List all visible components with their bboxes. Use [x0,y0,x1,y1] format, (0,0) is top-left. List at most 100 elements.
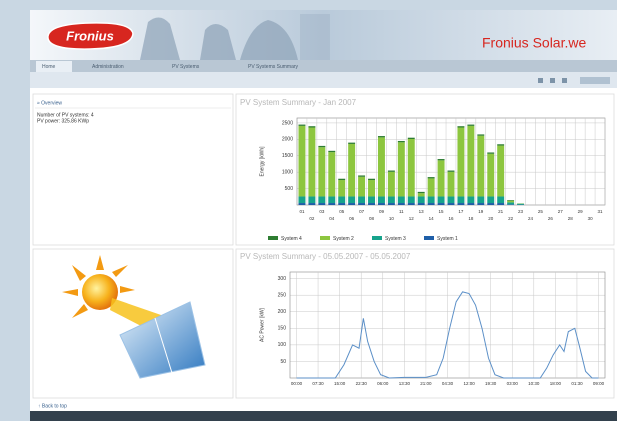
x-tick-label: 19 [478,209,484,214]
x-tick-label: 20 [488,216,494,221]
x-tick-label: 03 [319,209,325,214]
x-tick-label: 07 [359,209,365,214]
bar-segment [378,196,385,203]
bar-segment [338,180,345,196]
x-tick-label: 29 [578,209,584,214]
x-tick-label: 06 [349,216,355,221]
x-tick-label: 26 [548,216,554,221]
bar-segment [507,202,514,204]
bar-segment [507,204,514,205]
bar-segment [418,196,425,203]
y-axis-label: AC Power [kW] [259,307,265,342]
bar-segment [487,152,494,153]
bar-segment [358,196,365,203]
bar-segment [368,203,375,205]
bar-segment [328,151,335,152]
bar-segment [428,178,435,196]
y-tick-label: 1000 [282,169,293,175]
bar-segment [457,126,464,127]
x-tick-label: 10 [389,216,395,221]
x-tick-label: 14 [429,216,435,221]
bar-segment [358,177,365,197]
bar-segment [398,142,405,196]
bar-segment [428,203,435,205]
bar-segment [358,203,365,205]
legend-swatch [424,236,434,240]
bar-segment [487,196,494,203]
x-tick-label: 25 [538,209,544,214]
bar-segment [418,193,425,196]
logo[interactable]: Fronius [66,28,114,43]
bar-segment [467,126,474,197]
x-tick-label: 03:00 [507,381,519,386]
bar-segment [338,179,345,180]
y-tick-label: 250 [278,293,287,299]
bar-segment [448,171,455,172]
bar-segment [298,203,305,205]
nav-tab[interactable]: PV Systems [172,64,200,70]
x-tick-label: 08 [369,216,375,221]
x-tick-label: 18 [468,216,474,221]
x-tick-label: 19:30 [485,381,497,386]
bar-segment [487,154,494,197]
y-tick-label: 2000 [282,137,293,143]
bar-segment [438,196,445,203]
bar-segment [388,171,395,172]
bar-segment [298,126,305,197]
x-tick-label: 04 [329,216,335,221]
bar-segment [457,128,464,197]
bar-segment [368,180,375,196]
legend-label: System 1 [437,236,458,242]
x-tick-label: 04:30 [442,381,454,386]
back-to-top[interactable]: ↑ Back to top [38,403,67,409]
nav-tab[interactable]: Administration [92,64,124,70]
bar-segment [348,144,355,197]
y-tick-label: 500 [285,186,294,192]
bar-segment [517,204,524,205]
x-tick-label: 22 [508,216,514,221]
x-tick-label: 11 [399,209,404,214]
bar-segment [457,196,464,203]
brand: Fronius Solar.we [482,35,586,51]
bar-segment [388,203,395,205]
overview-line: PV power: 325.86 KWp [37,118,89,124]
bar-segment [378,137,385,196]
bar-segment [358,175,365,176]
bar-segment [318,146,325,147]
legend-swatch [268,236,278,240]
bar-segment [477,134,484,135]
x-tick-label: 12 [409,216,415,221]
chart-title: PV System Summary - Jan 2007 [240,98,357,107]
bar-segment [507,201,514,203]
x-tick-label: 13 [419,209,425,214]
y-tick-label: 300 [278,276,287,282]
bar-segment [457,203,464,205]
x-tick-label: 21 [498,209,504,214]
bar-segment [438,159,445,160]
bar-segment [477,136,484,197]
bar-segment [418,203,425,205]
bar-segment [438,203,445,205]
x-tick-label: 28 [568,216,574,221]
page: Fronius Fronius Solar.we Home Administrat… [0,0,617,421]
bar-segment [378,136,385,137]
footer [30,411,617,421]
x-tick-label: 24 [528,216,534,221]
x-tick-label: 22:30 [356,381,368,386]
bar-segment [388,172,395,197]
bar-segment [308,128,315,197]
nav-tab[interactable]: PV Systems Summary [248,64,299,70]
bar-segment [408,196,415,203]
nav-tab[interactable]: Home [42,64,56,70]
legend-swatch [320,236,330,240]
x-tick-label: 13:30 [399,381,411,386]
x-tick-label: 21:00 [420,381,432,386]
toolbar [30,72,617,88]
bar-segment [428,196,435,203]
bar-segment [308,203,315,205]
bar-segment [467,196,474,203]
x-tick-label: 16 [448,216,454,221]
bar-segment [408,138,415,139]
bar-segment [308,126,315,127]
overview-title[interactable]: » Overview [37,100,62,106]
